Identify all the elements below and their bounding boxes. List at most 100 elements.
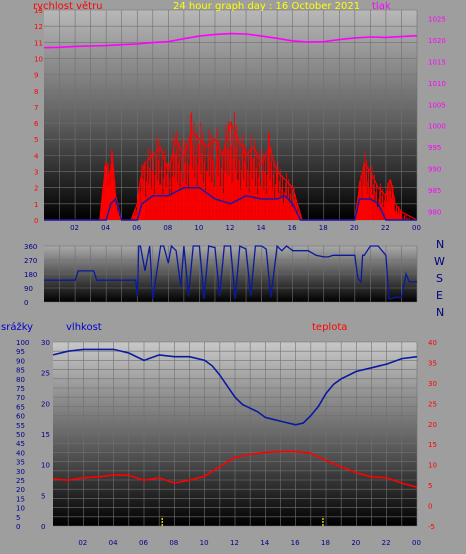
y-tick-rain: 30 [16, 468, 25, 476]
y-tick-left: 13 [34, 7, 43, 15]
y-tick-left: 7 [34, 104, 38, 112]
x-tick-label: 08 [163, 224, 172, 232]
x-tick-label: 06 [132, 224, 141, 232]
y-tick-rain: 80 [16, 376, 25, 384]
y-tick-right: 1000 [428, 123, 446, 131]
y-tick-rain: 95 [16, 348, 25, 356]
x-tick-label: 00 [412, 539, 421, 547]
x-tick-label: 02 [70, 224, 79, 232]
x-tick-label: 18 [319, 224, 328, 232]
y-tick-rain: 0 [16, 523, 20, 531]
x-tick-label: 16 [288, 224, 297, 232]
y-tick-temperature: 35 [428, 359, 437, 367]
y-tick-temperature: 30 [428, 380, 437, 388]
y-tick-rain: 85 [16, 367, 25, 375]
y-tick-left: 2 [34, 185, 38, 193]
y-tick-right: 1020 [428, 37, 446, 45]
y-tick-left: 1 [34, 201, 38, 209]
y-tick-temperature: 40 [428, 339, 437, 347]
y-tick-temperature: 25 [428, 400, 437, 408]
y-tick-humidity: 0 [41, 523, 45, 531]
compass-e: E [436, 289, 443, 302]
y-tick-humidity: 15 [41, 431, 50, 439]
y-tick-rain: 35 [16, 459, 25, 467]
y-tick-right: 980 [428, 208, 441, 216]
y-tick-direction: 360 [24, 243, 37, 251]
y-tick-right: 1010 [428, 80, 446, 88]
y-tick-left: 12 [34, 23, 43, 31]
x-tick-label: 18 [321, 539, 330, 547]
x-tick-label: 10 [200, 539, 209, 547]
pressure-label: tlak [372, 1, 391, 12]
x-tick-label: 04 [109, 539, 118, 547]
series-temperature [52, 450, 418, 488]
y-tick-temperature: 10 [428, 462, 437, 470]
y-tick-right: 1005 [428, 101, 446, 109]
compass-n-bottom: N [436, 306, 444, 319]
y-tick-direction: 180 [24, 271, 37, 279]
y-tick-right: 1025 [428, 16, 446, 24]
series-direction [44, 244, 417, 300]
x-tick-label: 02 [78, 539, 87, 547]
y-tick-rain: 45 [16, 440, 25, 448]
y-tick-humidity: 20 [41, 400, 50, 408]
series-pressure [43, 32, 418, 49]
rain-label: srážky [1, 321, 33, 333]
y-tick-rain: 20 [16, 486, 25, 494]
temperature-label: teplota [312, 322, 347, 333]
y-tick-rain: 60 [16, 413, 25, 421]
humidity-label: vlhkost [66, 322, 102, 333]
y-tick-humidity: 25 [41, 370, 50, 378]
y-tick-temperature: 0 [428, 503, 432, 511]
y-tick-rain: 55 [16, 422, 25, 430]
y-tick-rain: 10 [16, 505, 25, 513]
series-layer [43, 32, 418, 526]
y-tick-rain: 25 [16, 477, 25, 485]
y-tick-right: 985 [428, 187, 441, 195]
y-tick-rain: 50 [16, 431, 25, 439]
x-tick-label: 20 [351, 539, 360, 547]
y-tick-rain: 75 [16, 385, 25, 393]
y-tick-rain: 100 [16, 339, 29, 347]
x-tick-label: 06 [139, 539, 148, 547]
y-tick-rain: 70 [16, 394, 25, 402]
y-tick-left: 4 [34, 152, 39, 160]
compass-w: W [434, 255, 445, 268]
chart-title: 24 hour graph day : 16 October 2021 [173, 1, 360, 12]
y-tick-left: 5 [34, 136, 38, 144]
y-tick-humidity: 10 [41, 462, 50, 470]
y-tick-direction: 90 [24, 285, 33, 293]
y-tick-right: 995 [428, 144, 441, 152]
y-tick-left: 3 [34, 169, 38, 177]
x-tick-label: 14 [260, 539, 269, 547]
y-tick-left: 6 [34, 120, 39, 128]
compass-s: S [436, 272, 443, 285]
y-tick-temperature: 20 [428, 421, 437, 429]
y-tick-right: 990 [428, 166, 441, 174]
x-tick-label: 12 [230, 539, 239, 547]
y-tick-rain: 90 [16, 357, 25, 365]
y-tick-left: 10 [34, 55, 43, 63]
x-tick-label: 14 [257, 224, 266, 232]
y-tick-temperature: 5 [428, 482, 432, 490]
x-tick-label: 04 [101, 224, 110, 232]
y-tick-direction: 0 [24, 299, 28, 307]
y-tick-humidity: 30 [41, 339, 50, 347]
x-tick-label: 22 [382, 539, 391, 547]
y-tick-rain: 5 [16, 514, 20, 522]
x-tick-label: 08 [169, 539, 178, 547]
x-tick-label: 10 [194, 224, 203, 232]
compass-labels: N W S E N [434, 238, 445, 319]
series-gust [44, 186, 417, 221]
x-tick-label: 16 [291, 539, 300, 547]
y-tick-left: 0 [34, 217, 38, 225]
y-tick-right: 1015 [428, 58, 446, 66]
y-tick-left: 9 [34, 72, 38, 80]
y-tick-left: 8 [34, 88, 38, 96]
y-tick-rain: 40 [16, 449, 25, 457]
y-tick-direction: 270 [24, 257, 37, 265]
series-humidity [52, 348, 418, 426]
x-tick-label: 20 [350, 224, 359, 232]
